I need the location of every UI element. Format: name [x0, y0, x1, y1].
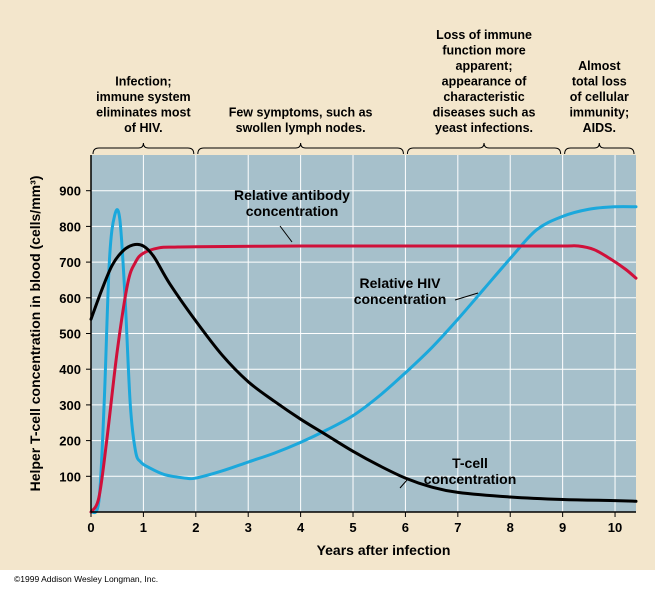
phase-label-line: eliminates most	[96, 106, 191, 120]
phase-bracket	[564, 142, 635, 155]
series-label-line: concentration	[246, 203, 339, 219]
phase-label-line: Loss of immune	[436, 28, 532, 42]
phase-label-line: diseases such as	[433, 106, 536, 120]
y-tick-label: 900	[59, 184, 81, 199]
x-tick-label: 7	[454, 520, 461, 535]
hiv-leader-line	[454, 292, 479, 301]
y-tick-label: 500	[59, 327, 81, 342]
phase-label-line: function more	[442, 44, 525, 58]
y-tick-label: 300	[59, 398, 81, 413]
x-tick-label: 5	[349, 520, 356, 535]
phase-label-line: characteristic	[443, 90, 524, 104]
y-tick-label: 100	[59, 469, 81, 484]
x-tick-label: 8	[507, 520, 514, 535]
tcell-leader-line	[399, 479, 408, 489]
relative-antibody-concentration-line	[89, 244, 638, 514]
y-tick-labels: 100 200 300 400 500 600 700 800 900	[59, 184, 81, 485]
x-tick-labels: 0 1 2 3 4 5 6 7 8 9 10	[87, 520, 622, 535]
y-tick-label: 800	[59, 219, 81, 234]
phase-label-line: Few symptoms, such as	[229, 106, 373, 120]
y-tick-label: 700	[59, 255, 81, 270]
phase-bracket	[406, 142, 562, 155]
phase-label-line: immune system	[96, 90, 190, 104]
phase-label-line: Infection;	[115, 75, 171, 89]
phase-label-line: appearance of	[442, 75, 528, 89]
series-label-line: concentration	[354, 291, 447, 307]
phase-label-line: of cellular	[570, 90, 629, 104]
x-tick-label: 4	[297, 520, 305, 535]
phase-label-line: yeast infections.	[435, 121, 533, 135]
y-axis-label: Helper T-cell concentration in blood (ce…	[27, 176, 43, 492]
series-lines	[89, 205, 638, 515]
phase-label-line: apparent;	[456, 59, 513, 73]
antibody-leader-line	[279, 225, 293, 243]
phase-brackets	[92, 142, 635, 155]
x-tick-label: 9	[559, 520, 566, 535]
phase-bracket	[92, 142, 195, 155]
y-tick-label: 400	[59, 362, 81, 377]
copyright-notice: ©1999 Addison Wesley Longman, Inc.	[14, 574, 159, 584]
x-tick-label: 6	[402, 520, 409, 535]
relative-hiv-concentration-line	[89, 205, 638, 515]
x-tick-label: 1	[140, 520, 147, 535]
phase-label-line: swollen lymph nodes.	[236, 121, 366, 135]
phase-label-line: total loss	[572, 75, 627, 89]
t-cell-concentration-line	[89, 242, 638, 503]
series-label-line: concentration	[424, 471, 517, 487]
series-label-line: Relative HIV	[360, 275, 442, 291]
phase-bracket	[197, 142, 404, 155]
y-tick-label: 600	[59, 291, 81, 306]
x-axis-label: Years after infection	[317, 542, 451, 558]
axes	[86, 155, 636, 517]
series-label-line: Relative antibody	[234, 187, 350, 203]
label-leader-lines	[279, 225, 479, 489]
grid	[91, 155, 636, 512]
phase-label-line: immunity;	[569, 106, 629, 120]
series-label-line: T-cell	[452, 455, 488, 471]
x-tick-label: 3	[245, 520, 252, 535]
phase-label-line: of HIV.	[124, 121, 162, 135]
x-tick-label: 2	[192, 520, 199, 535]
x-tick-label: 10	[608, 520, 622, 535]
phase-label-line: Almost	[578, 59, 621, 73]
x-tick-label: 0	[87, 520, 94, 535]
phase-label-line: AIDS.	[583, 121, 616, 135]
y-tick-label: 200	[59, 434, 81, 449]
